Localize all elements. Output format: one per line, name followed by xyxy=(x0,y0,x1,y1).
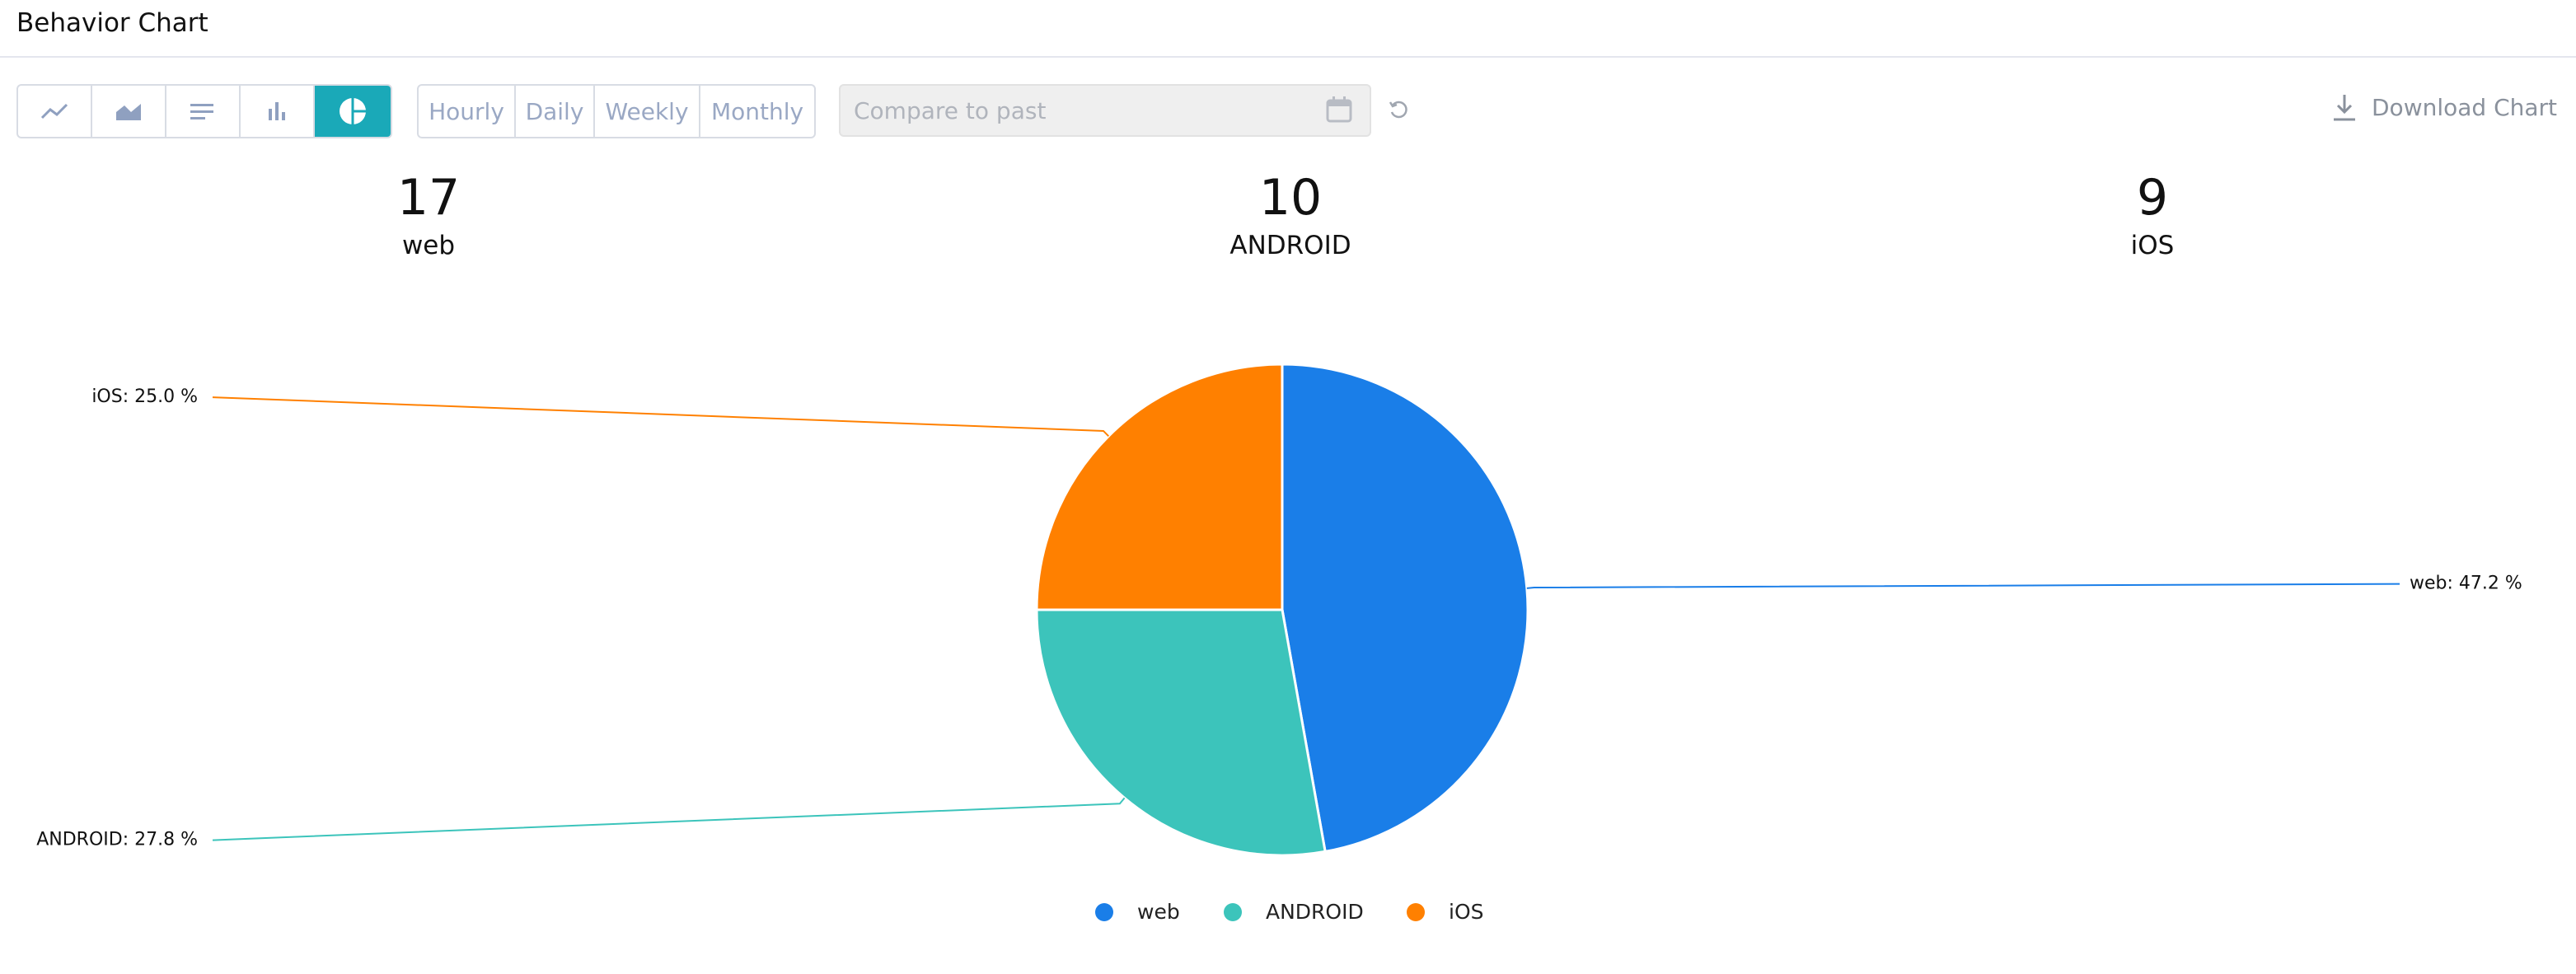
interval-button[interactable]: Daily xyxy=(516,86,595,137)
leader-line xyxy=(1526,583,2400,589)
icon xyxy=(116,104,141,120)
legend-label[interactable]: iOS xyxy=(1449,900,1484,924)
calendar-icon[interactable] xyxy=(1325,96,1353,124)
icon xyxy=(190,104,213,119)
icon xyxy=(340,98,366,124)
chart-type-group xyxy=(16,84,392,138)
pie-slice[interactable] xyxy=(1035,608,1327,857)
pie-slice[interactable] xyxy=(1035,363,1284,611)
download-button[interactable]: Download Chart xyxy=(2332,89,2557,125)
stat: 17 web xyxy=(264,168,593,262)
data-label: web: 47.2 % xyxy=(2410,574,2522,594)
interval-button[interactable]: Hourly xyxy=(419,86,516,137)
icon xyxy=(40,103,68,119)
reset-icon[interactable] xyxy=(1388,99,1409,120)
download-label: Download Chart xyxy=(2372,93,2558,121)
interval-group: Hourly Daily Weekly Monthly xyxy=(417,84,816,138)
stat-label: iOS xyxy=(2130,231,2175,260)
pie-slice[interactable] xyxy=(1281,363,1529,854)
area-chart-button[interactable] xyxy=(92,86,166,137)
stat: 10 ANDROID xyxy=(1126,168,1455,262)
legend-marker[interactable] xyxy=(1407,903,1425,921)
leader-line xyxy=(212,396,1109,437)
interval-button[interactable]: Monthly xyxy=(710,97,804,125)
list-chart-button[interactable] xyxy=(166,86,241,137)
interval-button[interactable]: Weekly xyxy=(595,86,700,137)
stat-value: 10 xyxy=(1258,169,1323,227)
pie-chart-button[interactable] xyxy=(315,86,391,137)
compare-input[interactable]: Compare to past xyxy=(839,84,1371,137)
bar-chart-button[interactable] xyxy=(241,86,315,137)
line-chart-button[interactable] xyxy=(18,86,92,137)
divider xyxy=(0,56,2576,58)
placeholder: Compare to past xyxy=(854,96,1047,124)
legend-label[interactable]: ANDROID xyxy=(1266,900,1364,924)
data-label: ANDROID: 27.8 % xyxy=(36,830,198,850)
leader-line xyxy=(212,797,1126,841)
stat-label: web xyxy=(401,231,456,260)
legend-marker[interactable] xyxy=(1224,903,1242,921)
icon xyxy=(269,102,285,120)
download-icon xyxy=(2334,95,2355,121)
stat-value: 9 xyxy=(2136,169,2169,227)
stat-label: ANDROID xyxy=(1229,231,1351,260)
legend-marker[interactable] xyxy=(1095,903,1113,921)
legend-label[interactable]: web xyxy=(1137,900,1180,924)
page-title: Behavior Chart xyxy=(16,8,208,38)
data-label: iOS: 25.0 % xyxy=(91,386,198,407)
stat: 9 iOS xyxy=(1988,168,2317,262)
stat-value: 17 xyxy=(396,169,461,227)
